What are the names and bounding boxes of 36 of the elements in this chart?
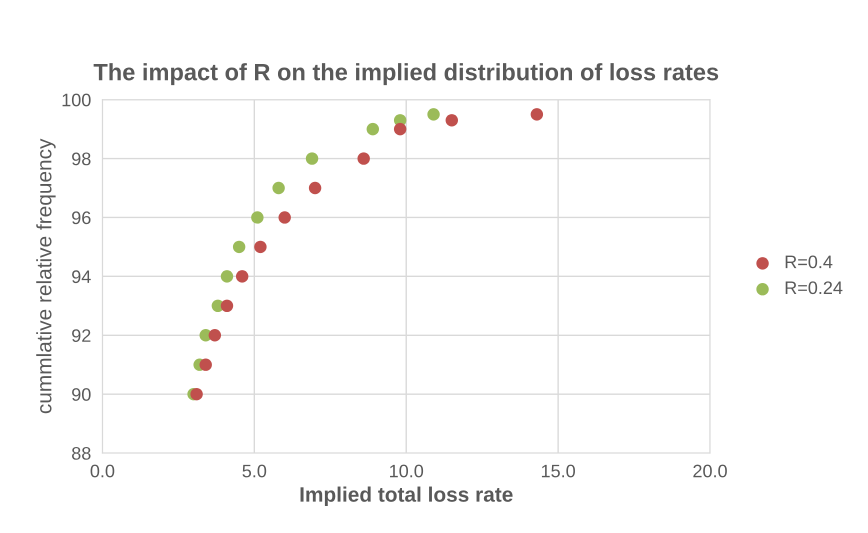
- point: [394, 122, 406, 136]
- y-tick-label: 90: [72, 388, 91, 401]
- point: [530, 108, 544, 121]
- x-tick-label: 10.0: [390, 464, 424, 478]
- point: [208, 329, 222, 342]
- point: [446, 114, 458, 126]
- point: [220, 270, 234, 283]
- legend-label: R=0.4: [786, 255, 832, 268]
- point: [232, 240, 246, 254]
- x-tick-label: 5.0: [242, 464, 266, 478]
- point: [357, 152, 370, 165]
- x-axis-title: Implied total loss rate: [300, 486, 513, 506]
- y-axis-title: cummlative relative frequency: [36, 138, 56, 414]
- point: [220, 300, 234, 312]
- point: [272, 182, 285, 194]
- x-tick-label: 20.0: [693, 464, 727, 478]
- point: [308, 182, 322, 194]
- y-tick-label: 100: [62, 94, 91, 106]
- point: [278, 211, 291, 224]
- point: [200, 358, 212, 371]
- y-tick-label: 94: [72, 270, 91, 284]
- point: [366, 122, 380, 136]
- x-tick-label: 0.0: [90, 464, 114, 478]
- legend-label: R=0.24: [786, 281, 842, 294]
- point: [190, 388, 203, 400]
- y-tick-label: 96: [72, 211, 91, 224]
- point: [254, 240, 267, 254]
- y-tick-label: 88: [72, 446, 91, 460]
- point: [427, 108, 440, 121]
- chart-title: The impact of R on the implied distribution of loss rates: [94, 63, 718, 86]
- y-tick-label: 98: [72, 152, 91, 166]
- x-tick-label: 15.0: [542, 464, 575, 478]
- point: [251, 211, 264, 224]
- point: [306, 152, 318, 165]
- y-tick-label: 92: [72, 329, 90, 342]
- point: [236, 270, 248, 283]
